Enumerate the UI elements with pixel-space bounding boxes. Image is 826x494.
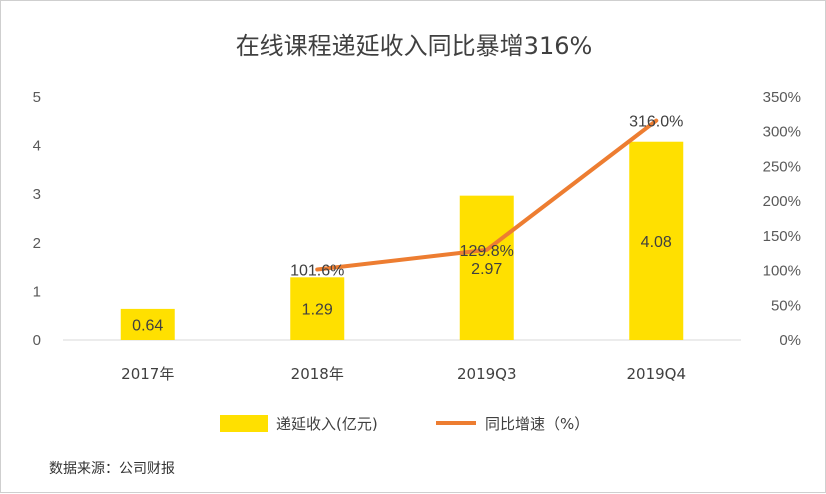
- x-tick-label: 2018年: [291, 365, 344, 383]
- line-data-label: 316.0%: [629, 114, 683, 131]
- y-right-tick-label: 0%: [779, 332, 801, 349]
- chart-title: 在线课程递延收入同比暴增316%: [236, 32, 593, 60]
- bar: [629, 141, 684, 340]
- y-right-tick-label: 150%: [763, 228, 801, 245]
- bar: [290, 277, 345, 340]
- legend: 递延收入(亿元) 同比增速（%）: [220, 415, 589, 433]
- bar-data-label: 0.64: [132, 317, 163, 334]
- bar-data-label: 2.97: [471, 261, 502, 278]
- y-right-tick-label: 200%: [763, 193, 801, 210]
- y-left-tick-label: 0: [33, 332, 41, 349]
- y-left-tick-label: 1: [33, 283, 41, 300]
- line-data-label: 101.6%: [290, 262, 344, 279]
- line-data-label: 129.8%: [460, 243, 514, 260]
- y-left-tick-label: 3: [33, 186, 41, 203]
- y-right-tick-label: 350%: [763, 89, 801, 106]
- y-right-tick-label: 50%: [771, 297, 801, 314]
- y-right-tick-label: 300%: [763, 124, 801, 141]
- y-left-tick-label: 5: [33, 89, 41, 106]
- bar: [120, 308, 175, 340]
- y-right-tick-label: 100%: [763, 263, 801, 280]
- bar-data-label: 4.08: [641, 234, 672, 251]
- legend-label-bar: 递延收入(亿元): [276, 415, 378, 433]
- bar-data-label: 1.29: [302, 302, 333, 319]
- x-tick-label: 2019Q4: [626, 365, 686, 383]
- source-note: 数据来源：公司财报: [49, 461, 175, 477]
- legend-swatch-bar: [220, 415, 268, 432]
- y-right-tick-label: 250%: [763, 158, 801, 175]
- x-tick-label: 2019Q3: [457, 365, 517, 383]
- bar: [459, 195, 514, 340]
- plot-area: 0123450%50%100%150%200%250%300%350%2017年…: [33, 89, 801, 383]
- line-series-growth: [315, 118, 659, 272]
- legend-label-line: 同比增速（%）: [485, 415, 589, 433]
- x-tick-label: 2017年: [121, 365, 174, 383]
- y-left-tick-label: 4: [33, 138, 41, 155]
- y-left-tick-label: 2: [33, 235, 41, 252]
